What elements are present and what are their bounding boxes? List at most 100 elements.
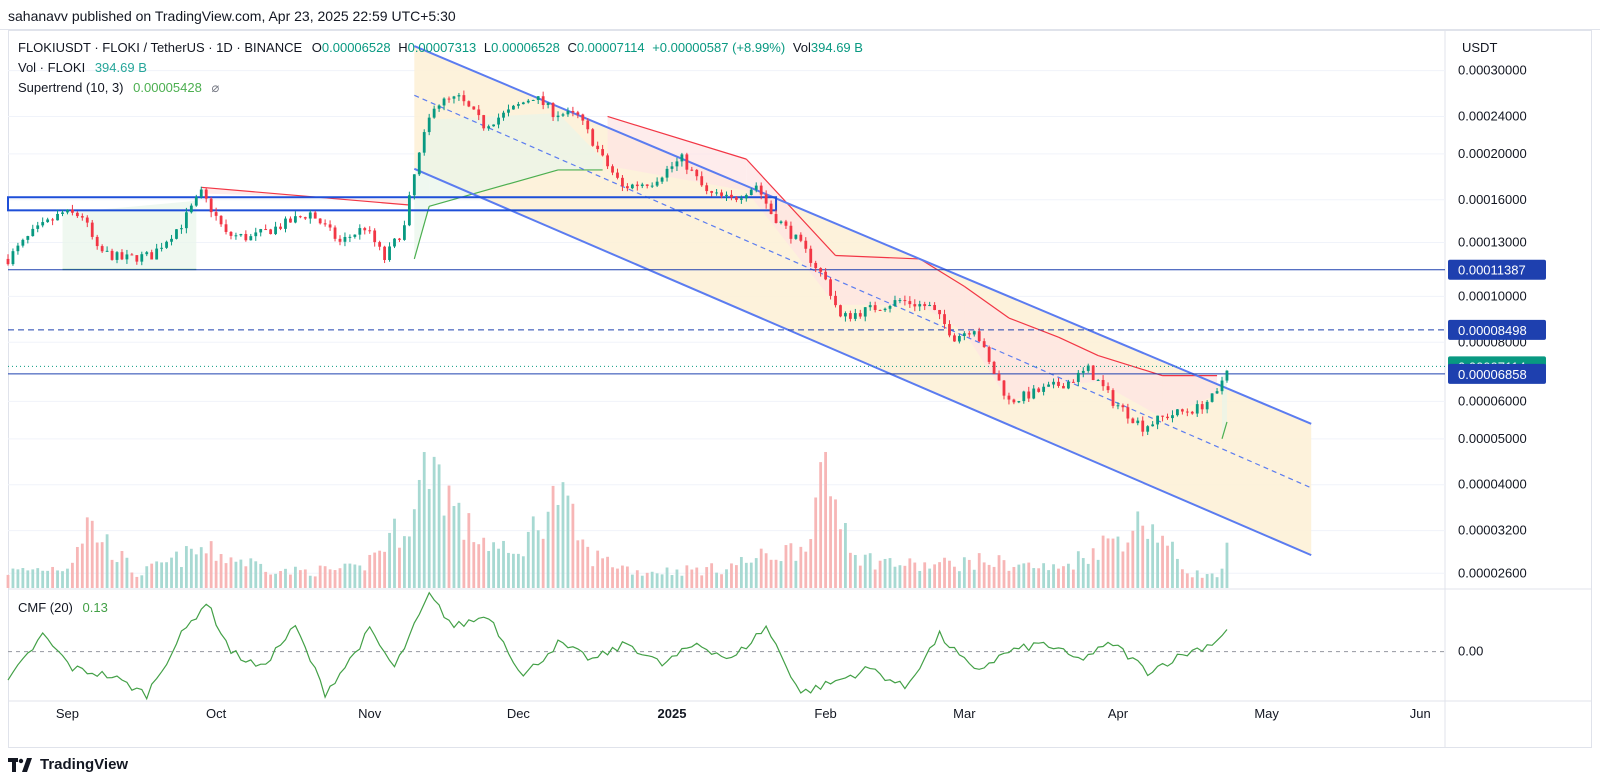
price-marker-badge[interactable]: [1448, 319, 1546, 340]
candle-down: [997, 373, 1001, 381]
candle-up: [918, 304, 922, 307]
candle-down: [204, 189, 208, 199]
candle-up: [744, 195, 748, 199]
volume-bar-up: [1017, 564, 1021, 588]
volume-bar-up: [546, 511, 550, 588]
candle-down: [373, 230, 377, 243]
candle-up: [1032, 388, 1036, 399]
volume-bar-up: [497, 548, 500, 588]
volume-bar-down: [819, 462, 823, 588]
volume-indicator-label[interactable]: Vol · FLOKI: [18, 60, 86, 75]
volume-bar-up: [184, 546, 188, 588]
volume-bar-down: [150, 563, 154, 588]
candle-down: [1121, 405, 1125, 408]
currency-label[interactable]: USDT: [1462, 40, 1497, 55]
supertrend-down-line: [607, 115, 747, 160]
price-marker-badge[interactable]: [1448, 259, 1546, 280]
cmf-line[interactable]: [7, 591, 1228, 701]
candle-down: [110, 250, 114, 260]
supertrend-label[interactable]: Supertrend (10, 3): [18, 80, 124, 95]
supertrend-down-line: [1097, 354, 1163, 377]
candle-down: [581, 114, 585, 121]
volume-bar-up: [1076, 551, 1080, 588]
candle-down: [1131, 418, 1135, 424]
volume-bar-down: [784, 545, 788, 588]
price-axis-tick-label: 0.00030000: [1458, 63, 1527, 78]
cmf-label[interactable]: CMF (20): [18, 600, 73, 615]
volume-bar-down: [472, 542, 476, 588]
volume-bar-down: [1200, 577, 1204, 588]
volume-bar-down: [933, 564, 937, 588]
volume-bar-down: [229, 557, 233, 588]
candle-up: [358, 228, 362, 235]
volume-bar-down: [71, 562, 74, 588]
candle-up: [407, 195, 411, 226]
candle-up: [254, 232, 258, 237]
volume-bar-up: [427, 488, 431, 588]
channel-upper-line[interactable]: [413, 45, 1312, 425]
volume-bar-down: [967, 559, 971, 588]
candle-up: [239, 233, 243, 236]
volume-bar-down: [1037, 568, 1041, 588]
candle-up: [452, 96, 456, 99]
symbol-name[interactable]: FLOKIUSDT · FLOKI / TetherUS · 1D · BINA…: [18, 40, 303, 55]
channel-mid-line[interactable]: [414, 94, 1312, 489]
candle-up: [388, 246, 391, 261]
volume-bar-down: [938, 562, 941, 588]
volume-bar-up: [670, 575, 674, 588]
volume-bar-down: [328, 569, 332, 588]
candle-up: [487, 126, 491, 129]
volume-bar-up: [274, 573, 277, 588]
candle-up: [670, 166, 674, 169]
candle-up: [432, 108, 436, 118]
price-axis-tick-label: 0.00005000: [1458, 431, 1527, 446]
volume-bar-down: [596, 550, 600, 588]
candle-down: [224, 224, 228, 232]
candle-up: [1052, 381, 1055, 385]
candle-down: [219, 215, 223, 225]
volume-bar-up: [507, 552, 510, 588]
volume-bar-down: [705, 567, 709, 588]
candle-down: [130, 254, 134, 256]
candle-up: [536, 96, 540, 100]
volume-bar-up: [536, 530, 540, 588]
candle-down: [333, 227, 337, 239]
channel-lower-line[interactable]: [413, 167, 1312, 557]
candle-down: [953, 335, 956, 342]
candle-down: [913, 304, 917, 307]
candle-up: [640, 184, 644, 187]
candle-down: [611, 166, 614, 173]
candle-up: [105, 250, 109, 252]
candle-up: [779, 221, 783, 223]
hidden-eye-icon[interactable]: ⌀: [211, 80, 220, 95]
volume-bar-down: [1106, 538, 1110, 588]
price-axis-tick-label: 0.00016000: [1458, 192, 1527, 207]
volume-bar-down: [616, 568, 619, 588]
candle-down: [759, 185, 763, 195]
volume-bar-up: [744, 562, 748, 588]
candle-up: [675, 161, 679, 167]
candle-up: [749, 189, 753, 196]
candle-up: [794, 234, 798, 239]
close-value: 0.00007114: [576, 40, 645, 55]
candle-up: [844, 313, 847, 317]
volume-bar-up: [918, 570, 922, 588]
volume-bar-up: [928, 568, 932, 588]
candle-up: [170, 238, 173, 242]
volume-bar-down: [720, 574, 723, 588]
candle-up: [457, 95, 461, 97]
volume-bar-down: [858, 565, 862, 588]
support-zone-box[interactable]: [7, 196, 778, 212]
volume-bar-down: [1057, 568, 1060, 588]
volume-bar-up: [115, 562, 119, 588]
candle-down: [710, 191, 714, 193]
candle-up: [665, 168, 669, 178]
tradingview-brand[interactable]: TradingView: [8, 756, 128, 773]
candle-down: [95, 236, 99, 247]
price-marker-badge[interactable]: [1448, 363, 1546, 384]
candle-up: [1017, 401, 1021, 403]
volume-bar-down: [953, 566, 956, 588]
volume-bar-up: [868, 553, 872, 588]
volume-bar-down: [224, 563, 228, 588]
